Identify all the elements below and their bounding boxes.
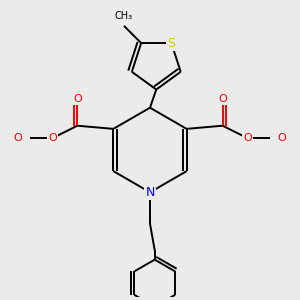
Text: S: S	[167, 37, 175, 50]
Text: O: O	[278, 133, 286, 143]
Text: CH₃: CH₃	[115, 11, 133, 21]
Text: O: O	[73, 94, 82, 104]
Text: N: N	[145, 186, 155, 199]
Text: O: O	[14, 133, 22, 143]
Text: O: O	[48, 133, 57, 143]
Text: O: O	[243, 133, 252, 143]
Text: O: O	[218, 94, 227, 104]
